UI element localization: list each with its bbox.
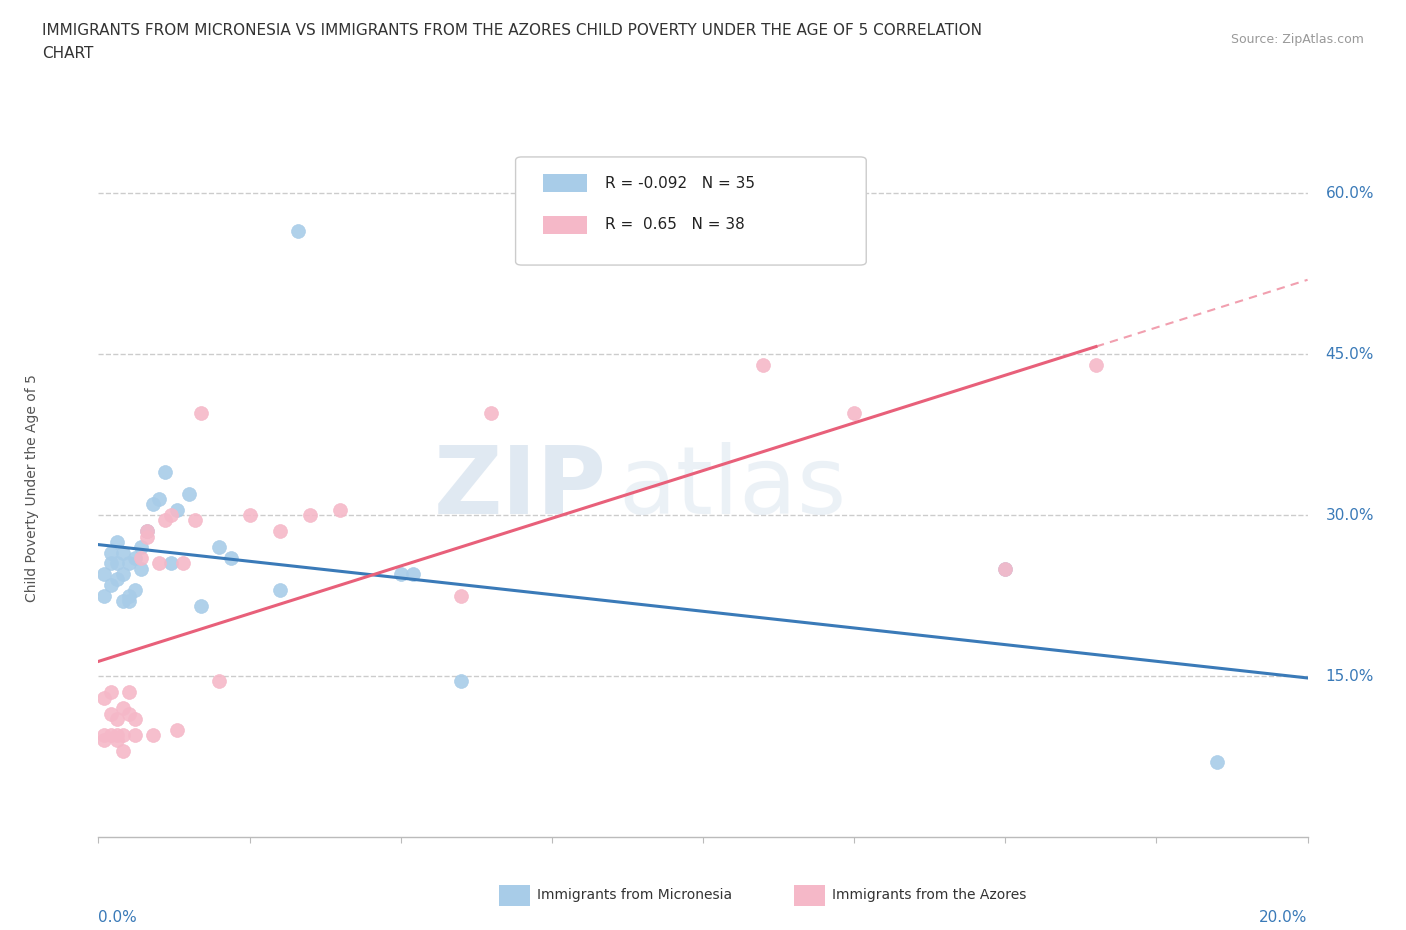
Point	[172, 556, 194, 571]
Point	[402, 566, 425, 581]
Point	[994, 562, 1017, 577]
Point	[994, 562, 1017, 577]
Point	[118, 684, 141, 699]
Point	[105, 572, 128, 587]
Point	[184, 513, 207, 528]
Text: 15.0%: 15.0%	[1326, 669, 1374, 684]
Text: R = -0.092   N = 35: R = -0.092 N = 35	[605, 176, 755, 191]
Point	[129, 562, 152, 577]
Point	[239, 508, 262, 523]
Point	[450, 674, 472, 689]
Point	[481, 405, 503, 420]
Text: IMMIGRANTS FROM MICRONESIA VS IMMIGRANTS FROM THE AZORES CHILD POVERTY UNDER THE: IMMIGRANTS FROM MICRONESIA VS IMMIGRANTS…	[42, 23, 983, 38]
Point	[111, 727, 134, 742]
Point	[111, 744, 134, 759]
Point	[142, 497, 165, 512]
Point	[93, 588, 115, 603]
Text: 60.0%: 60.0%	[1326, 186, 1374, 201]
Point	[100, 684, 122, 699]
Point	[124, 711, 146, 726]
Point	[142, 727, 165, 742]
Point	[105, 711, 128, 726]
Point	[329, 502, 352, 517]
Text: Child Poverty Under the Age of 5: Child Poverty Under the Age of 5	[25, 374, 39, 603]
Point	[124, 551, 146, 565]
Text: atlas: atlas	[619, 443, 846, 534]
Point	[124, 727, 146, 742]
Point	[1206, 754, 1229, 769]
Point	[148, 492, 170, 507]
Point	[752, 357, 775, 372]
Point	[118, 593, 141, 608]
Point	[111, 566, 134, 581]
Point	[111, 593, 134, 608]
Point	[208, 539, 231, 554]
Point	[124, 583, 146, 598]
Text: Immigrants from Micronesia: Immigrants from Micronesia	[537, 887, 733, 902]
Point	[135, 524, 157, 538]
Text: 0.0%: 0.0%	[98, 910, 138, 925]
Point	[93, 690, 115, 705]
FancyBboxPatch shape	[516, 157, 866, 265]
Point	[450, 588, 472, 603]
Point	[100, 545, 122, 560]
Text: Source: ZipAtlas.com: Source: ZipAtlas.com	[1230, 33, 1364, 46]
Point	[287, 223, 309, 238]
Point	[148, 556, 170, 571]
Point	[118, 588, 141, 603]
Text: Immigrants from the Azores: Immigrants from the Azores	[832, 887, 1026, 902]
Point	[100, 556, 122, 571]
Point	[129, 539, 152, 554]
Point	[111, 545, 134, 560]
Point	[93, 727, 115, 742]
Point	[160, 508, 183, 523]
Point	[93, 566, 115, 581]
Point	[190, 405, 212, 420]
Point	[153, 513, 176, 528]
Text: R =  0.65   N = 38: R = 0.65 N = 38	[605, 218, 745, 232]
Point	[105, 733, 128, 748]
Bar	[543, 174, 586, 192]
Point	[100, 727, 122, 742]
Point	[844, 405, 866, 420]
Bar	[543, 216, 586, 233]
Point	[118, 556, 141, 571]
Text: 45.0%: 45.0%	[1326, 347, 1374, 362]
Point	[1085, 357, 1108, 372]
Point	[166, 723, 188, 737]
Point	[93, 733, 115, 748]
Point	[269, 524, 291, 538]
Point	[111, 701, 134, 716]
Point	[100, 706, 122, 721]
Point	[105, 535, 128, 550]
Point	[190, 599, 212, 614]
Point	[135, 529, 157, 544]
Point	[105, 727, 128, 742]
Text: CHART: CHART	[42, 46, 94, 61]
Point	[269, 583, 291, 598]
Text: 30.0%: 30.0%	[1326, 508, 1374, 523]
Point	[105, 556, 128, 571]
Text: ZIP: ZIP	[433, 443, 606, 534]
Point	[129, 551, 152, 565]
Point	[153, 465, 176, 480]
Point	[221, 551, 243, 565]
Point	[208, 674, 231, 689]
Text: 20.0%: 20.0%	[1260, 910, 1308, 925]
Point	[177, 486, 201, 501]
Point	[166, 502, 188, 517]
Point	[135, 524, 157, 538]
Point	[389, 566, 412, 581]
Point	[118, 706, 141, 721]
Point	[160, 556, 183, 571]
Point	[100, 578, 122, 592]
Point	[299, 508, 322, 523]
